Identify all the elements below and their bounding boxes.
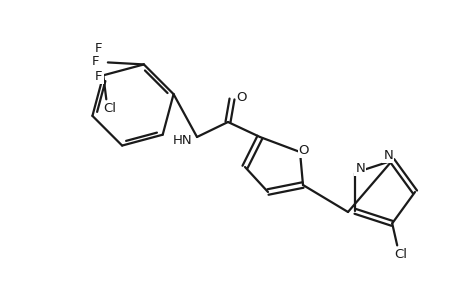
Text: O: O	[236, 91, 247, 103]
Text: Cl: Cl	[394, 248, 407, 261]
Text: F: F	[95, 70, 102, 83]
Text: Cl: Cl	[102, 102, 116, 115]
Text: F: F	[92, 55, 100, 68]
Text: N: N	[355, 162, 364, 175]
Text: F: F	[95, 42, 102, 55]
Text: O: O	[298, 143, 308, 157]
Text: N: N	[382, 149, 392, 162]
Text: HN: HN	[172, 134, 191, 146]
